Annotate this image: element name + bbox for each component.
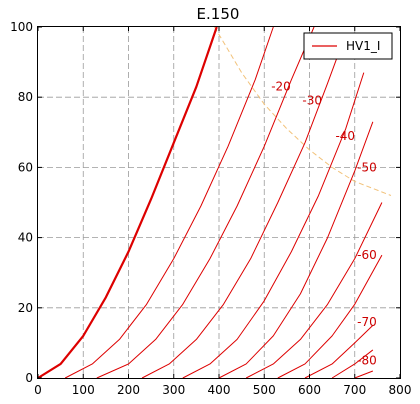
x-tick-label-3: 300 xyxy=(162,383,185,397)
series-line-1 xyxy=(64,26,274,379)
annotation-label-3: -50 xyxy=(357,160,377,174)
series-line-3 xyxy=(141,33,347,379)
series-line-10 xyxy=(354,370,374,379)
series-line-5 xyxy=(218,121,374,379)
series-layer xyxy=(37,26,383,379)
annotation-label-2: -40 xyxy=(335,129,355,143)
annotation-layer: -20 -30 -40 -50 -60 -70 -80 xyxy=(271,80,377,368)
series-line-4 xyxy=(182,72,365,379)
dissipation-curve-layer xyxy=(214,26,392,196)
x-tick-label-6: 600 xyxy=(298,383,321,397)
dissipation-curve xyxy=(214,26,392,196)
y-tick-label-2: 40 xyxy=(18,231,33,245)
legend-label: HV1_I xyxy=(346,39,380,53)
x-tick-label-0: 0 xyxy=(34,383,42,397)
series-line-0 xyxy=(37,26,218,379)
ticks: 0 100 200 300 400 500 600 700 800 0 20 40 60 80 100 xyxy=(10,20,411,397)
x-tick-label-5: 500 xyxy=(253,383,276,397)
grid xyxy=(38,27,400,378)
x-tick-label-7: 700 xyxy=(343,383,366,397)
x-tick-label-8: 800 xyxy=(389,383,412,397)
annotation-label-5: -70 xyxy=(357,315,377,329)
series-line-6 xyxy=(245,202,383,379)
annotation-label-1: -30 xyxy=(302,94,322,108)
y-tick-label-4: 80 xyxy=(18,90,33,104)
plot-frame xyxy=(37,26,401,379)
y-tick-label-5: 100 xyxy=(10,20,33,34)
x-tick-label-4: 400 xyxy=(208,383,231,397)
y-tick-label-3: 60 xyxy=(18,160,33,174)
y-tick-label-0: 0 xyxy=(25,371,33,385)
annotation-label-4: -60 xyxy=(357,248,377,262)
legend: HV1_I xyxy=(303,32,393,60)
series-line-7 xyxy=(277,254,383,379)
annotation-label-0: -20 xyxy=(271,80,291,94)
x-tick-label-2: 200 xyxy=(117,383,140,397)
chart-title: E.150 xyxy=(197,5,240,23)
series-line-9 xyxy=(331,349,374,379)
series-line-2 xyxy=(96,26,315,379)
x-tick-label-1: 100 xyxy=(72,383,95,397)
y-tick-label-1: 20 xyxy=(18,301,33,315)
annotation-label-6: -80 xyxy=(357,353,377,367)
series-line-8 xyxy=(304,324,374,379)
